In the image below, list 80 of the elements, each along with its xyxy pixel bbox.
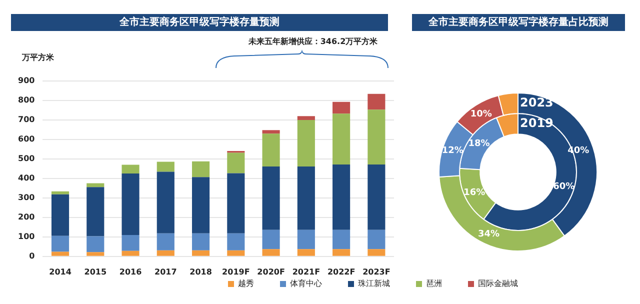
data-label: 10% bbox=[470, 109, 492, 120]
bar bbox=[368, 230, 386, 250]
bar bbox=[227, 152, 245, 174]
bar bbox=[122, 234, 140, 251]
chart-title: 全市主要商务区甲级写字楼存量占比预测 bbox=[412, 14, 625, 31]
slice-label: 2019 bbox=[520, 116, 554, 130]
bar bbox=[368, 110, 386, 165]
bar bbox=[332, 164, 350, 230]
y-axis-title: 万平方米 bbox=[22, 52, 54, 63]
bar bbox=[227, 173, 245, 234]
bar bbox=[51, 236, 70, 252]
legend-label: 国际金融城 bbox=[478, 278, 518, 289]
bar bbox=[51, 194, 70, 236]
bar bbox=[86, 236, 104, 252]
bar bbox=[332, 114, 350, 165]
bar bbox=[122, 164, 140, 174]
bar bbox=[156, 162, 174, 172]
bar bbox=[156, 172, 174, 234]
bar bbox=[192, 161, 210, 178]
x-tick-label: 2021F bbox=[292, 267, 320, 276]
x-tick-label: 2022F bbox=[327, 267, 356, 276]
bar bbox=[122, 250, 140, 256]
x-tick-label: 2023F bbox=[362, 267, 390, 276]
chart-title: 全市主要商务区甲级写字楼存量预测 bbox=[11, 14, 388, 31]
y-tick-label: 300 bbox=[18, 192, 36, 202]
bar bbox=[192, 177, 210, 234]
bar bbox=[332, 230, 350, 250]
bar bbox=[332, 249, 350, 256]
y-tick-label: 800 bbox=[18, 95, 36, 104]
bar bbox=[51, 252, 70, 256]
bar bbox=[368, 94, 386, 110]
y-tick-label: 700 bbox=[18, 114, 36, 124]
bar bbox=[192, 233, 210, 250]
bar bbox=[297, 249, 315, 256]
bar bbox=[86, 252, 104, 256]
data-label: 18% bbox=[468, 139, 490, 150]
bar bbox=[227, 250, 245, 256]
bar bbox=[262, 166, 280, 230]
x-tick-label: 2018 bbox=[190, 267, 212, 276]
legend-label: 珠江新城 bbox=[358, 278, 390, 289]
y-tick-label: 0 bbox=[29, 251, 36, 260]
data-label: 12% bbox=[442, 146, 464, 156]
data-label: 34% bbox=[478, 230, 500, 240]
bar bbox=[297, 120, 315, 166]
bar bbox=[262, 249, 280, 256]
y-tick-label: 500 bbox=[18, 154, 36, 163]
bar bbox=[51, 191, 70, 194]
bar bbox=[297, 116, 315, 120]
x-tick-label: 2019F bbox=[222, 267, 250, 276]
x-tick-label: 2016 bbox=[119, 267, 142, 276]
bar bbox=[332, 102, 350, 114]
bar bbox=[156, 233, 174, 250]
bar bbox=[227, 233, 245, 250]
bar bbox=[368, 164, 386, 230]
y-tick-label: 200 bbox=[18, 212, 36, 222]
x-tick-label: 2020F bbox=[257, 267, 285, 276]
y-tick-label: 100 bbox=[18, 232, 36, 241]
y-tick-label: 600 bbox=[18, 134, 36, 144]
bar bbox=[86, 183, 104, 188]
x-tick-label: 2015 bbox=[84, 267, 107, 276]
legend-label: 体育中心 bbox=[290, 278, 322, 289]
text: 未来五年新增供应：346.2万平方米 bbox=[247, 36, 379, 47]
bar bbox=[368, 249, 386, 256]
bar bbox=[297, 166, 315, 230]
legend-label: 越秀 bbox=[238, 278, 254, 289]
x-tick-label: 2014 bbox=[49, 267, 72, 276]
data-label: 60% bbox=[553, 182, 575, 192]
bar bbox=[262, 230, 280, 250]
bar bbox=[122, 173, 140, 235]
bar bbox=[262, 130, 280, 134]
bar bbox=[156, 250, 174, 256]
legend-label: 琶洲 bbox=[426, 278, 442, 289]
bar bbox=[86, 187, 104, 236]
bar bbox=[262, 134, 280, 166]
bar bbox=[297, 230, 315, 250]
bar bbox=[192, 250, 210, 256]
y-tick-label: 900 bbox=[18, 76, 36, 85]
data-label: 16% bbox=[464, 188, 486, 198]
y-tick-label: 400 bbox=[18, 173, 36, 182]
x-tick-label: 2017 bbox=[154, 267, 177, 276]
